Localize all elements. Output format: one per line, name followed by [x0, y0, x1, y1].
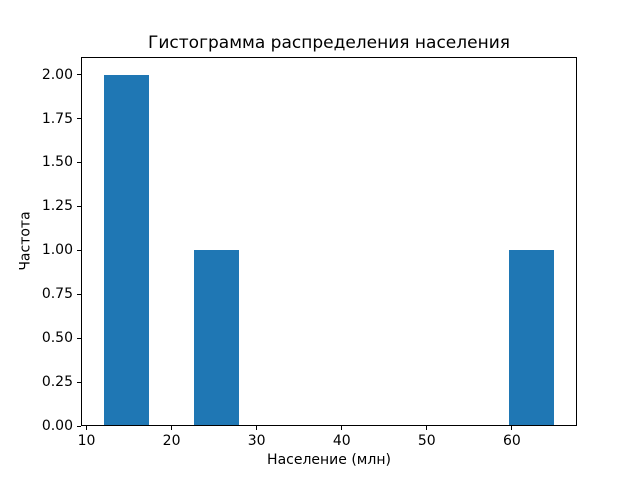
plot-area: [81, 57, 577, 426]
y-tick-label: 0.25: [41, 374, 73, 391]
x-tick-label: 20: [162, 433, 181, 449]
x-tick-label: 10: [77, 433, 96, 449]
y-tick-mark: [77, 293, 81, 295]
x-tick-label: 50: [417, 433, 436, 449]
y-tick-mark: [77, 74, 81, 76]
y-tick-label: 0.75: [41, 286, 73, 303]
x-tick-mark: [256, 426, 258, 430]
x-tick-mark: [171, 426, 173, 430]
x-tick-mark: [511, 426, 513, 430]
y-tick-mark: [77, 337, 81, 339]
y-tick-mark: [77, 425, 81, 427]
x-tick-mark: [426, 426, 428, 430]
y-tick-mark: [77, 118, 81, 119]
x-axis-label: Население (млн): [267, 452, 391, 468]
histogram-bar: [103, 74, 149, 425]
histogram-bar: [509, 250, 555, 425]
y-tick-label: 1.50: [41, 154, 73, 171]
histogram-bar: [193, 250, 239, 425]
chart-title: Гистограмма распределения населения: [148, 33, 510, 53]
y-axis-label: Частота: [17, 211, 34, 271]
y-tick-label: 1.75: [41, 110, 73, 127]
y-tick-label: 1.25: [41, 198, 73, 215]
y-tick-mark: [77, 249, 81, 251]
y-tick-label: 0.00: [41, 418, 73, 434]
y-tick-mark: [77, 205, 81, 207]
x-tick-mark: [86, 426, 87, 430]
x-tick-label: 40: [332, 433, 351, 449]
y-tick-label: 2.00: [41, 66, 73, 83]
y-tick-mark: [77, 161, 81, 163]
x-tick-mark: [341, 426, 343, 430]
y-tick-label: 1.00: [41, 242, 73, 259]
y-tick-mark: [77, 381, 81, 383]
x-tick-label: 60: [502, 433, 521, 449]
y-tick-label: 0.50: [41, 330, 73, 347]
x-tick-label: 30: [247, 433, 266, 449]
